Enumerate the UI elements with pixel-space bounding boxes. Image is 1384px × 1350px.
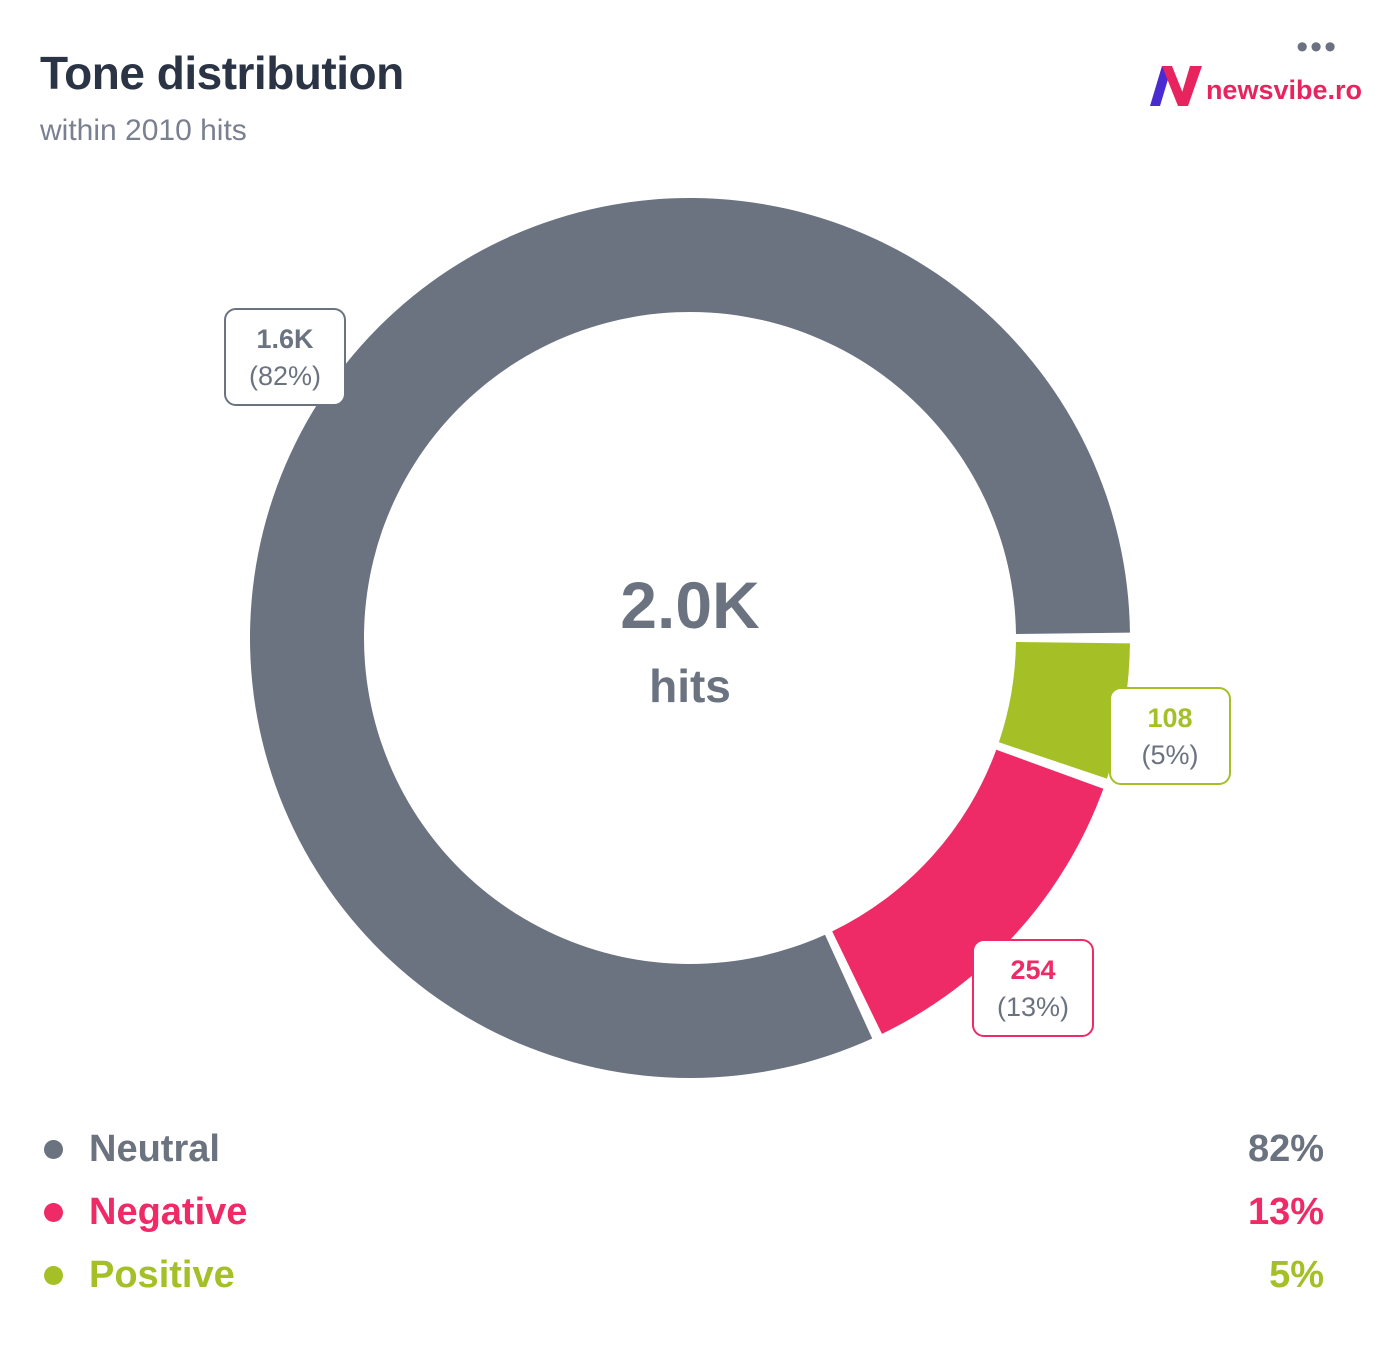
- center-total-value: 2.0K: [620, 568, 760, 642]
- legend-percent: 82%: [1247, 1128, 1324, 1170]
- callout-percent: (82%): [248, 361, 322, 391]
- chart-title: Tone distribution: [40, 47, 404, 99]
- legend-item-negative[interactable]: Negative 13%: [40, 1181, 1324, 1244]
- donut-slices: [249, 197, 1130, 1079]
- brand-name: newsvibe.ro: [1205, 75, 1362, 105]
- legend-label: Positive: [89, 1254, 235, 1296]
- legend-dot-negative: [44, 1203, 63, 1222]
- callout-percent: (13%): [996, 992, 1070, 1022]
- legend-dot-neutral: [44, 1140, 63, 1159]
- donut-slice-positive[interactable]: [998, 641, 1130, 779]
- callout-percent: (5%): [1141, 740, 1199, 770]
- legend-item-neutral[interactable]: Neutral 82%: [40, 1118, 1324, 1181]
- callout-negative: 254 (13%): [972, 939, 1094, 1037]
- more-options-icon[interactable]: •••: [1296, 28, 1338, 66]
- center-total-unit: hits: [649, 660, 731, 712]
- callout-neutral: 1.6K (82%): [224, 308, 346, 406]
- chart-subtitle: within 2010 hits: [40, 114, 247, 147]
- newsvibe-logo-n-icon: [1149, 66, 1202, 106]
- legend-dot-positive: [44, 1266, 63, 1285]
- callout-value: 254: [1010, 955, 1056, 985]
- brand-logo: newsvibe.ro: [1148, 58, 1362, 108]
- legend: Neutral 82% Negative 13% Positive 5%: [40, 1118, 1324, 1307]
- donut-chart: 2.0K hits: [249, 197, 1130, 1079]
- callout-value: 108: [1147, 703, 1193, 733]
- callout-positive: 108 (5%): [1109, 687, 1231, 785]
- legend-percent: 5%: [1269, 1254, 1324, 1296]
- callout-value: 1.6K: [256, 324, 314, 354]
- legend-item-positive[interactable]: Positive 5%: [40, 1244, 1324, 1307]
- legend-percent: 13%: [1247, 1191, 1324, 1233]
- donut-slice-negative[interactable]: [832, 749, 1104, 1034]
- legend-label: Negative: [89, 1191, 248, 1233]
- legend-label: Neutral: [89, 1128, 220, 1170]
